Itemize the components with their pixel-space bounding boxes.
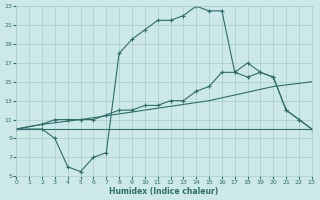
- X-axis label: Humidex (Indice chaleur): Humidex (Indice chaleur): [109, 187, 219, 196]
